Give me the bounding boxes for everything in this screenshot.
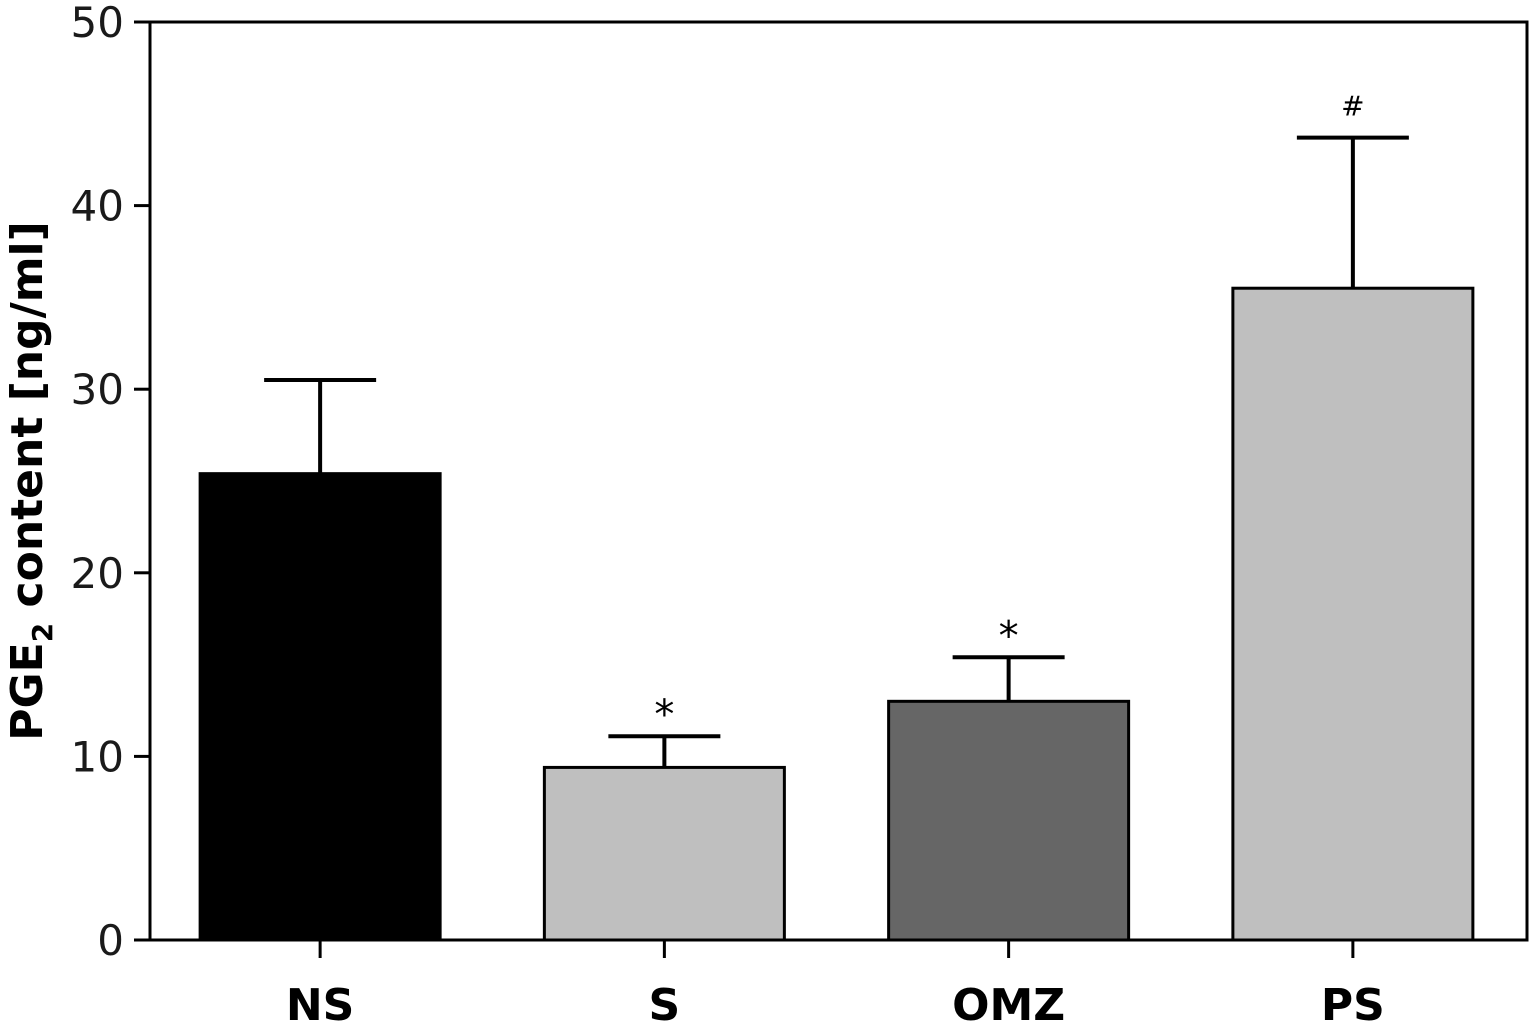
y-tick-label-10: 10 (71, 732, 124, 781)
bar-ps (1231, 286, 1475, 942)
error-bars-layer (264, 135, 1409, 768)
y-axis-title-subscript: 2 (26, 623, 59, 642)
significance-mark-s: * (654, 692, 674, 738)
y-tick-label-0: 0 (97, 916, 124, 965)
significance-mark-omz: * (999, 613, 1019, 659)
x-tick-label-s: S (649, 980, 681, 1028)
bar-s (542, 765, 786, 942)
significance-mark-ps: # (1341, 90, 1364, 123)
annotations-layer: * * # (654, 90, 1364, 739)
y-axis-ticks: 0 10 20 30 40 50 (71, 0, 150, 965)
x-tick-label-ps: PS (1321, 980, 1385, 1028)
y-axis-title-main: PGE (2, 642, 53, 740)
x-tick-label-ns: NS (286, 980, 355, 1028)
y-axis-title: PGE2 content [ng/ml] (2, 221, 59, 740)
bar-ns (198, 472, 442, 942)
x-axis-ticks: NS S OMZ PS (286, 940, 1385, 1028)
plot-frame (148, 20, 1529, 942)
y-tick-label-20: 20 (71, 549, 124, 598)
x-tick-label-omz: OMZ (952, 980, 1065, 1028)
y-axis-title-rest: content [ng/ml] (2, 221, 53, 623)
bars-layer (198, 286, 1475, 942)
bar-omz (887, 699, 1131, 942)
y-tick-label-30: 30 (71, 365, 124, 414)
y-tick-label-40: 40 (71, 182, 124, 231)
y-tick-label-50: 50 (71, 0, 124, 47)
